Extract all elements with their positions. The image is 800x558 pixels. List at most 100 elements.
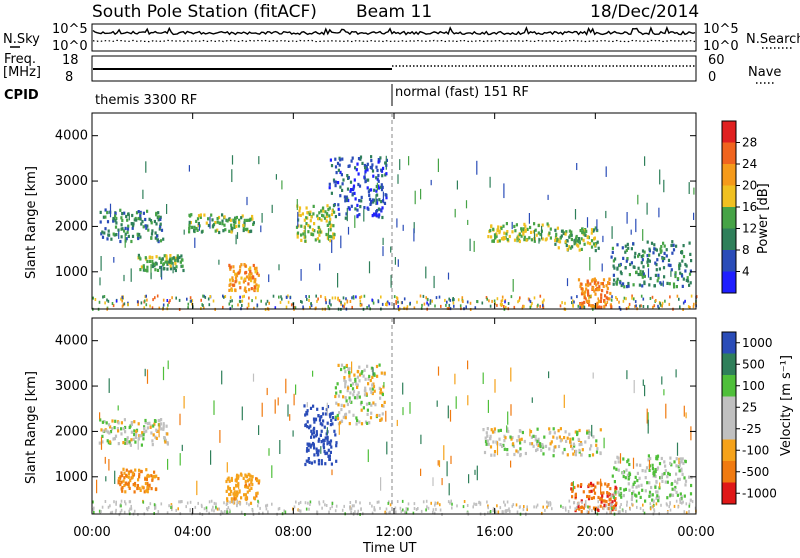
velocity-cell [251, 475, 254, 479]
power-cell [159, 224, 162, 228]
power-cell [246, 227, 249, 231]
velocity-cell [550, 440, 553, 444]
power-cell [378, 198, 381, 202]
power-cell [647, 263, 650, 268]
power-ground-cell [228, 302, 231, 306]
velocity-streak [289, 414, 291, 421]
velocity-cell [483, 450, 487, 455]
power-cell [656, 258, 659, 262]
power-ground-cell [103, 295, 106, 298]
velocity-streak [372, 367, 374, 376]
power-cell [677, 277, 680, 281]
power-ground-cell [429, 301, 432, 305]
power-cell [130, 239, 133, 244]
power-cell [151, 229, 154, 233]
power-colorbar-tick-label: 12 [742, 222, 757, 236]
velocity-cell [574, 493, 577, 497]
velocity-cell [558, 435, 561, 439]
power-cell [525, 238, 528, 242]
power-ground-cell [561, 301, 563, 305]
power-ground-cell [429, 299, 432, 303]
velocity-ground-cell [489, 510, 492, 513]
power-cell [520, 234, 523, 238]
velocity-cell [571, 447, 574, 451]
velocity-cell [126, 436, 129, 440]
power-ground-cell [162, 298, 165, 302]
velocity-cell [326, 442, 329, 446]
velocity-cell [544, 444, 548, 448]
velocity-cell [326, 451, 329, 455]
power-cell [197, 214, 201, 218]
power-cell [193, 225, 196, 229]
velocity-ground-cell [417, 507, 419, 510]
velocity-cell [381, 412, 384, 416]
power-cell [297, 213, 300, 217]
velocity-cell [557, 444, 561, 449]
power-cell [589, 242, 592, 246]
power-ground-cell [306, 297, 308, 301]
velocity-streak [162, 366, 165, 381]
power-ground-cell [337, 297, 339, 301]
power-cell [251, 214, 254, 219]
power-cell [245, 270, 248, 275]
velocity-cell [555, 436, 559, 440]
power-ground-cell [395, 301, 397, 305]
power-cell [106, 220, 110, 224]
velocity-ground-cell [492, 507, 495, 511]
velocity-streak [210, 450, 212, 465]
power-cell [638, 252, 641, 257]
power-ground-cell [678, 297, 680, 301]
power-cell [200, 230, 203, 234]
velocity-cell [328, 413, 331, 417]
power-ground-cell [208, 303, 211, 307]
velocity-ground-cell [115, 500, 117, 504]
velocity-ground-cell [502, 510, 504, 514]
velocity-ground-cell [404, 510, 406, 514]
velocity-cell [353, 396, 357, 400]
power-cell [197, 221, 200, 226]
velocity-cell [599, 451, 602, 455]
velocity-ground-cell [546, 505, 548, 509]
power-cell [607, 281, 610, 285]
velocity-ground-cell [349, 501, 352, 504]
power-cell [508, 234, 511, 239]
velocity-colorbar-swatch [722, 332, 736, 354]
power-cell [135, 211, 139, 215]
velocity-ground-cell [171, 508, 173, 512]
velocity-cell [242, 476, 245, 480]
velocity-ground-cell [400, 510, 403, 513]
velocity-cell [154, 435, 157, 439]
velocity-ground-cell [683, 510, 686, 514]
velocity-cell [143, 425, 146, 429]
power-cell [207, 223, 210, 228]
power-cell [162, 237, 165, 241]
velocity-streak [158, 423, 160, 438]
power-cell [174, 256, 177, 260]
velocity-colorbar-tick-label: 100 [742, 379, 765, 393]
power-cell [255, 266, 258, 270]
power-cell [162, 262, 165, 266]
velocity-cell [151, 439, 154, 443]
power-streak [363, 209, 365, 222]
velocity-cell [143, 430, 146, 434]
power-cell [619, 262, 622, 267]
velocity-streak [420, 434, 422, 445]
velocity-cell [344, 416, 347, 420]
velocity-cell [588, 505, 591, 509]
power-cell [157, 211, 160, 215]
power-cell [310, 232, 313, 236]
power-streak [646, 202, 648, 215]
velocity-cell [121, 489, 124, 493]
power-cell [322, 209, 325, 213]
velocity-cell [573, 485, 576, 490]
power-cell [590, 239, 594, 243]
velocity-streak [226, 462, 228, 473]
velocity-cell [575, 449, 578, 453]
velocity-cell [337, 394, 341, 398]
velocity-cell [318, 418, 322, 422]
velocity-ground-cell [298, 502, 300, 506]
velocity-cell [129, 479, 132, 483]
velocity-ground-cell [668, 505, 670, 509]
power-cell [640, 261, 643, 265]
